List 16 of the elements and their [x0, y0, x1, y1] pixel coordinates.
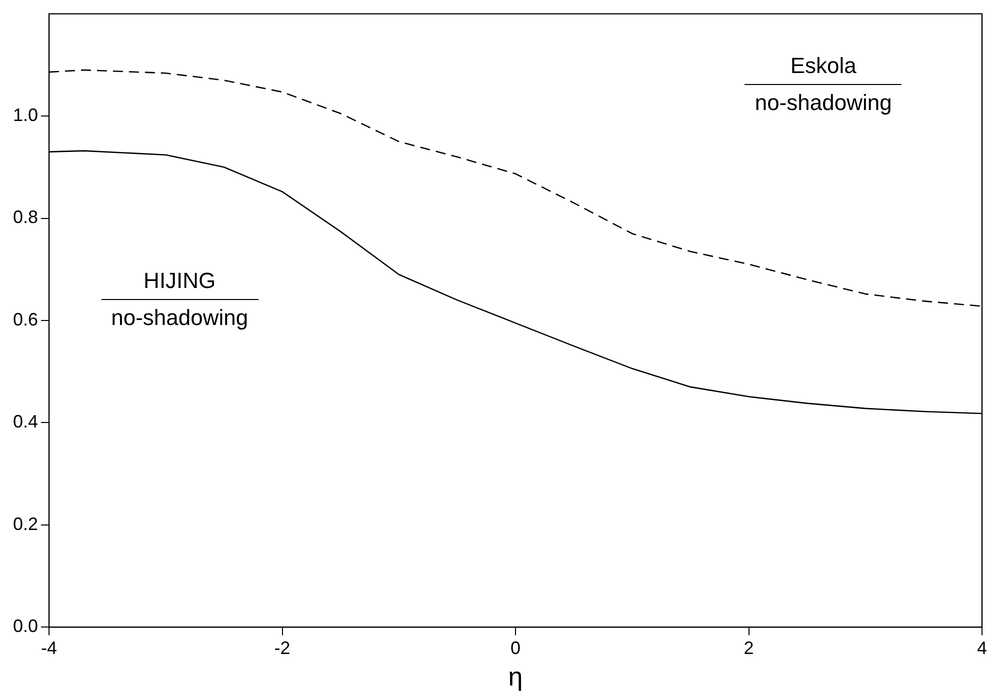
- x-axis-title: η: [508, 662, 523, 692]
- annotation: Eskola: [789, 53, 858, 80]
- y-tick-label: 1.0: [12, 105, 38, 125]
- y-tick-label: 0.2: [12, 514, 38, 534]
- x-tick-label: -4: [41, 638, 58, 658]
- y-tick-label: 0.8: [12, 207, 38, 228]
- annotation: no-shadowing: [754, 90, 893, 116]
- y-tick-label: 0.0: [12, 616, 38, 636]
- y-tick-label: 0.6: [12, 309, 38, 330]
- annotation: no-shadowing: [110, 305, 250, 332]
- annotation: HIJING: [142, 268, 217, 294]
- y-tick-label: 0.4: [12, 412, 38, 432]
- x-tick-label: 0: [510, 638, 521, 658]
- x-tick-label: 2: [744, 638, 754, 658]
- x-tick-label: -2: [274, 638, 290, 658]
- x-tick-label: 4: [976, 638, 987, 658]
